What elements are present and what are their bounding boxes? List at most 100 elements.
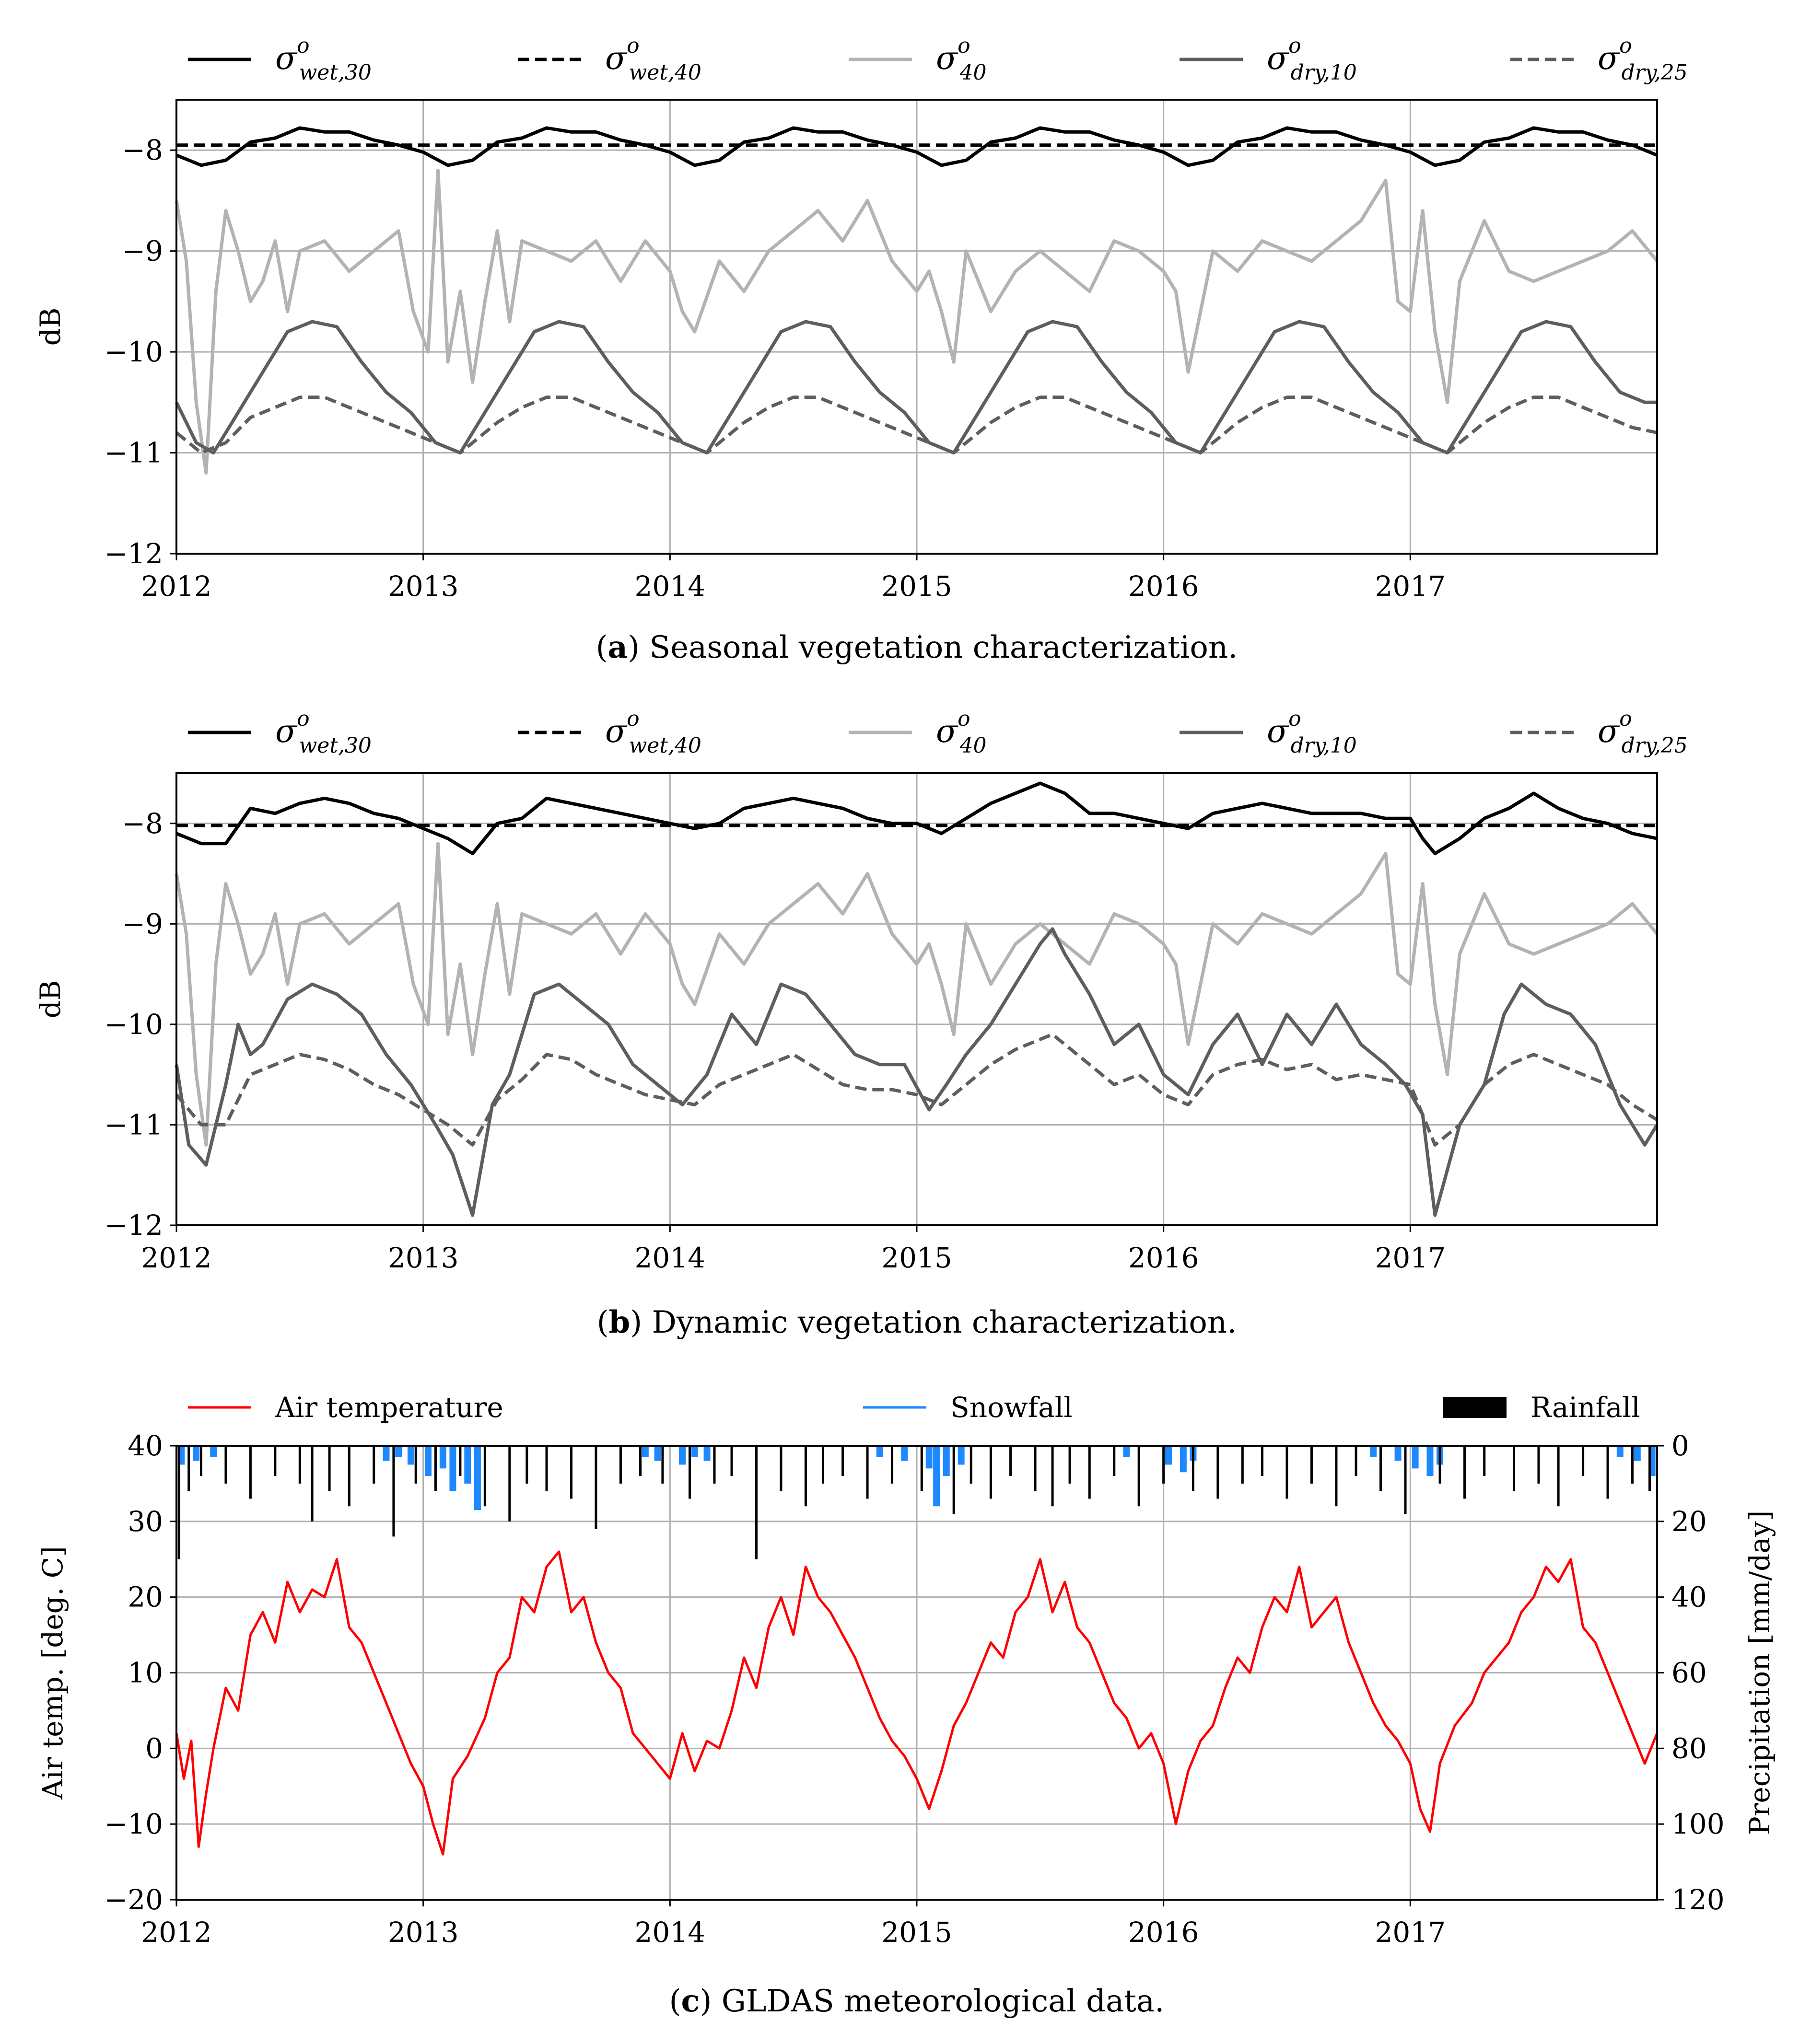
legend-c: Air temperature Snowfall Rainfall [188, 1391, 1640, 1424]
ticks-c: 2012 2013 2014 2015 2016 2017 −20 −10 0 10 20 30 40 0… [105, 1429, 1725, 1949]
y-tick-label-b-2: −10 [105, 1008, 163, 1041]
bar-snowfall-12 [654, 1446, 661, 1461]
bar-snowfall-32 [1634, 1446, 1641, 1461]
bar-rainfall-23 [661, 1446, 664, 1484]
bar-rainfall-14 [459, 1446, 462, 1476]
legend-sigma: σ [936, 713, 958, 750]
panel-b: σo wet,30 σo wet,40 σo 40 σo dry,10 σo dry,25 201… [34, 707, 1688, 1340]
bar-snowfall-29 [1426, 1446, 1434, 1476]
legend-label-b-2: σo 40 [936, 707, 987, 758]
bar-rainfall-24 [689, 1446, 691, 1499]
ylabel-c: Air temp. [deg. C] [36, 1546, 69, 1800]
bar-rainfall-8 [328, 1446, 331, 1491]
bar-rainfall-31 [841, 1446, 844, 1476]
caption-a: (a) Seasonal vegetation characterization… [596, 629, 1238, 665]
bar-snowfall-28 [1412, 1446, 1419, 1469]
bar-snowfall-20 [943, 1446, 950, 1476]
y-right-tick-label-1: 20 [1671, 1505, 1707, 1538]
bar-rainfall-44 [1137, 1446, 1140, 1507]
y-tick-label-b-0: −12 [105, 1209, 163, 1242]
bar-rainfall-47 [1216, 1446, 1219, 1499]
bar-rainfall-17 [526, 1446, 528, 1484]
bar-snowfall-3 [383, 1446, 390, 1461]
bar-snowfall-4 [395, 1446, 402, 1457]
bar-rainfall-54 [1379, 1446, 1382, 1491]
series-line-a-3 [175, 320, 1657, 455]
panel-c: Air temperature Snowfall Rainfall 2012 2013… [36, 1391, 1776, 2019]
ylabel-a: dB [34, 308, 67, 346]
y-tick-label-b-1: −11 [105, 1108, 163, 1141]
bar-rainfall-22 [639, 1446, 642, 1476]
series-c [175, 1446, 1659, 1856]
legend-sub: wet,40 [629, 733, 701, 758]
y-right-tick-label-3: 60 [1671, 1657, 1707, 1689]
x-tick-label-b-2: 2014 [635, 1242, 706, 1274]
legend-label-c-2: Rainfall [1530, 1391, 1640, 1424]
bar-rainfall-16 [508, 1446, 511, 1521]
bar-rainfall-53 [1355, 1446, 1357, 1476]
legend-sigma: σ [275, 40, 298, 77]
bar-rainfall-33 [891, 1446, 894, 1484]
bar-rainfall-4 [249, 1446, 252, 1499]
bar-rainfall-15 [483, 1446, 486, 1507]
legend-sup: o [958, 707, 970, 731]
series-line-c-0 [175, 1550, 1659, 1856]
bar-rainfall-56 [1438, 1446, 1441, 1484]
caption-a-open: ( [596, 630, 608, 665]
x-tick-label-a-4: 2016 [1128, 570, 1199, 603]
ticks-a: 2012 2013 2014 2015 2016 2017 −12 −11 −10 −9 −8 [105, 134, 1446, 603]
x-tick-label-a-1: 2013 [388, 570, 459, 603]
caption-c-open: ( [669, 1984, 681, 2019]
bar-snowfall-6 [424, 1446, 432, 1476]
bar-snowfall-7 [439, 1446, 446, 1469]
bar-snowfall-14 [691, 1446, 698, 1457]
caption-c: (c) GLDAS meteorological data. [669, 1983, 1165, 2019]
caption-a-text: ) Seasonal vegetation characterization. [628, 630, 1238, 665]
bar-rainfall-7 [311, 1446, 314, 1521]
bar-rainfall-18 [545, 1446, 548, 1491]
bar-rainfall-10 [373, 1446, 375, 1484]
bar-rainfall-48 [1241, 1446, 1244, 1484]
bar-snowfall-10 [474, 1446, 481, 1510]
bar-rainfall-49 [1261, 1446, 1264, 1476]
x-tick-label-c-3: 2015 [881, 1916, 952, 1949]
legend-sup: o [1619, 34, 1632, 58]
bar-snowfall-27 [1394, 1446, 1402, 1461]
legend-label-b-1: σo wet,40 [605, 707, 701, 758]
x-tick-label-a-3: 2015 [881, 570, 952, 603]
bar-snowfall-1 [193, 1446, 200, 1461]
y-right-tick-label-4: 80 [1671, 1732, 1707, 1765]
bar-rainfall-43 [1113, 1446, 1116, 1476]
y-tick-label-a-2: −10 [105, 336, 163, 368]
bar-snowfall-17 [901, 1446, 908, 1461]
legend-label-a-4: σo dry,25 [1598, 34, 1688, 85]
bar-snowfall-8 [449, 1446, 456, 1491]
legend-label-b-4: σo dry,25 [1598, 707, 1688, 758]
x-tick-label-b-3: 2015 [881, 1242, 952, 1274]
bar-rainfall-3 [224, 1446, 227, 1484]
legend-label-b-0: σo wet,30 [275, 707, 372, 758]
series-line-a-4 [175, 395, 1658, 455]
bar-rainfall-60 [1537, 1446, 1540, 1484]
bar-snowfall-23 [1165, 1446, 1172, 1465]
bar-snowfall-22 [1123, 1446, 1130, 1457]
x-tick-label-c-5: 2017 [1375, 1916, 1446, 1949]
bar-rainfall-0 [177, 1446, 180, 1559]
caption-b-open: ( [597, 1305, 609, 1340]
legend-sup: o [1619, 707, 1632, 731]
legend-b: σo wet,30 σo wet,40 σo 40 σo dry,10 σo dry,25 [188, 707, 1688, 758]
y-tick-label-c-6: 40 [128, 1429, 163, 1462]
bar-rainfall-6 [298, 1446, 301, 1484]
bar-snowfall-24 [1180, 1446, 1187, 1473]
bar-rainfall-41 [1068, 1446, 1071, 1484]
legend-sub: dry,25 [1622, 60, 1688, 85]
series-a [175, 126, 1659, 475]
bar-rainfall-25 [713, 1446, 716, 1484]
y-tick-label-c-2: 0 [145, 1732, 163, 1765]
bar-snowfall-18 [925, 1446, 933, 1469]
bar-rainfall-40 [1051, 1446, 1054, 1507]
bar-rainfall-32 [866, 1446, 869, 1499]
legend-sigma: σ [605, 40, 628, 77]
bar-rainfall-59 [1512, 1446, 1515, 1491]
